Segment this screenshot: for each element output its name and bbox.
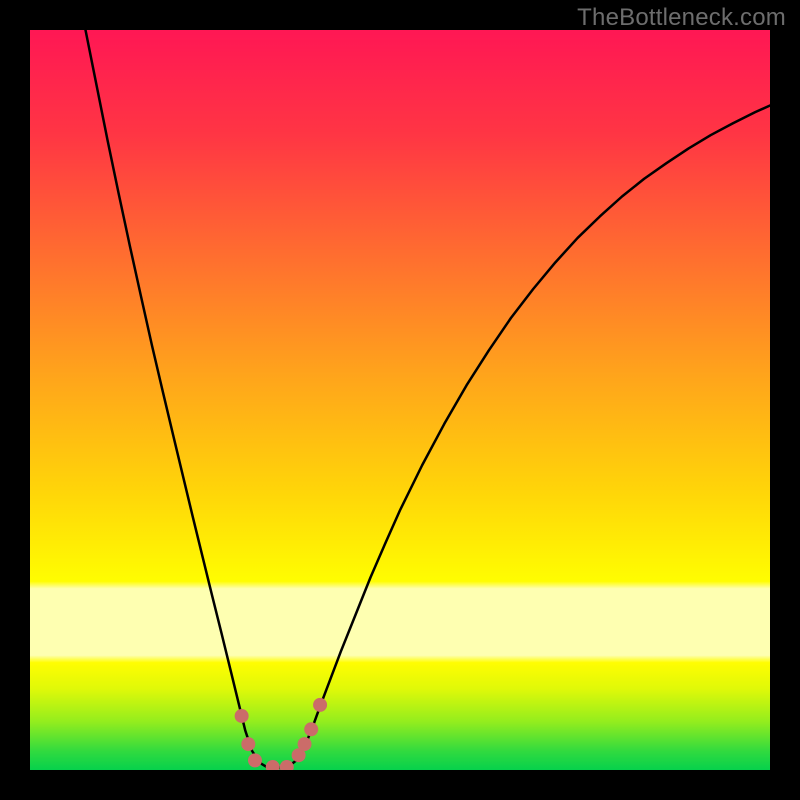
highlight-marker (235, 709, 249, 723)
highlight-marker (304, 722, 318, 736)
highlight-marker (248, 753, 262, 767)
gradient-background (30, 30, 770, 770)
chart-svg (30, 30, 770, 770)
plot-frame (30, 30, 770, 770)
highlight-marker (313, 698, 327, 712)
watermark-text: TheBottleneck.com (577, 4, 786, 32)
highlight-marker (298, 737, 312, 751)
highlight-marker (241, 737, 255, 751)
